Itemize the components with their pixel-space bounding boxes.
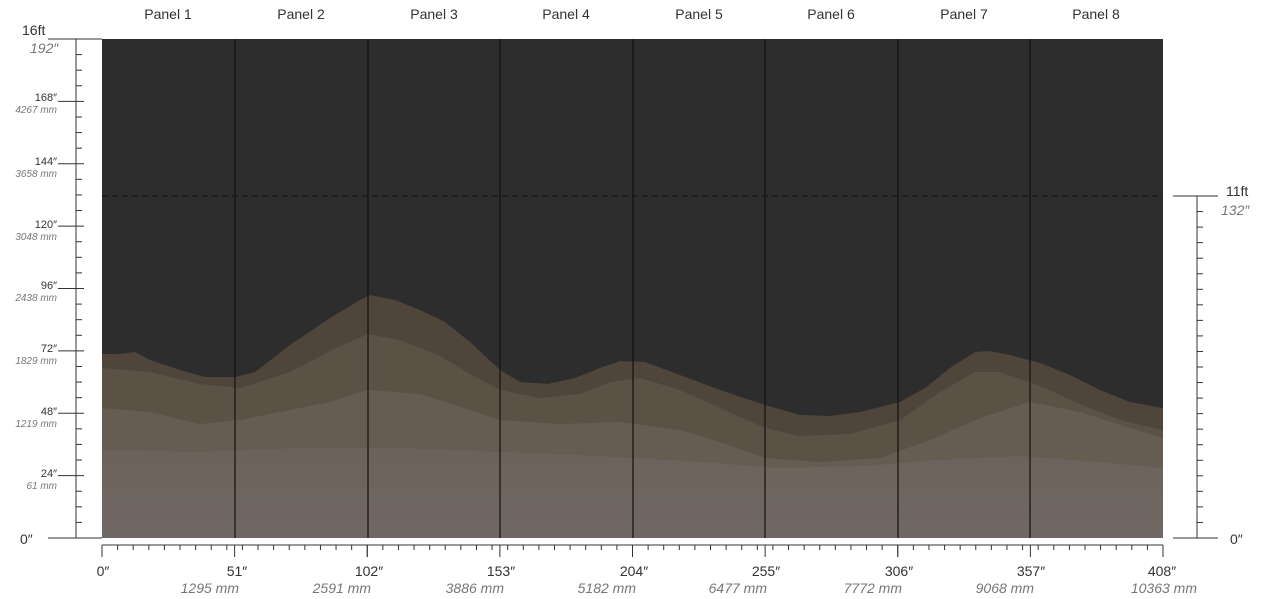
panel-label-5: Panel 5 [675, 6, 723, 22]
left-ruler-tick-in: 168″ [34, 92, 57, 104]
bottom-ruler-tick-mm: 5182 mm [577, 580, 636, 596]
left-ruler-tick-mm: 1219 mm [15, 419, 57, 430]
bottom-ruler-tick-in: 102″ [354, 563, 384, 579]
left-ruler-tick-in: 120″ [34, 219, 57, 231]
bottom-ruler-tick-in: 51″ [226, 563, 248, 579]
bottom-ruler-tick-mm: 1295 mm [180, 580, 239, 596]
left-ruler-tick-mm: 61 mm [26, 481, 57, 492]
bottom-ruler-tick-mm: 6477 mm [708, 580, 767, 596]
left-ruler-tick-mm: 3658 mm [15, 169, 57, 180]
panel-label-3: Panel 3 [410, 6, 458, 22]
left-ruler-top-in: 192″ [30, 40, 59, 56]
left-ruler-tick-mm: 1829 mm [15, 356, 57, 367]
left-ruler-tick-in: 96″ [40, 280, 57, 292]
bottom-ruler-tick-mm: 3886 mm [445, 580, 504, 596]
panel-label-6: Panel 6 [807, 6, 855, 22]
panel-label-2: Panel 2 [277, 6, 325, 22]
bottom-ruler-tick-mm: 9068 mm [975, 580, 1034, 596]
left-ruler-tick-in: 24″ [40, 468, 57, 480]
left-ruler-zero: 0″ [20, 531, 33, 547]
right-ruler-zero: 0″ [1230, 531, 1243, 547]
bottom-ruler-tick-mm: 2591 mm [312, 580, 371, 596]
bottom-ruler-tick-mm: 10363 mm [1130, 580, 1197, 596]
rulers [48, 38, 1218, 557]
panel-label-8: Panel 8 [1072, 6, 1120, 22]
right-ruler-in: 132″ [1221, 202, 1250, 218]
panel-label-4: Panel 4 [542, 6, 590, 22]
left-ruler-tick-in: 144″ [34, 156, 57, 168]
bottom-ruler-tick-mm: 7772 mm [843, 580, 902, 596]
bottom-ruler-tick-in: 255″ [751, 563, 781, 579]
left-ruler-tick-in: 72″ [40, 343, 57, 355]
bottom-ruler-tick-in: 306″ [884, 563, 914, 579]
bottom-ruler-tick-in: 153″ [486, 563, 516, 579]
panel-label-7: Panel 7 [940, 6, 988, 22]
right-ruler-ft: 11ft [1226, 183, 1249, 199]
bottom-ruler-tick-in: 357″ [1016, 563, 1046, 579]
left-ruler-top-ft: 16ft [22, 22, 46, 38]
left-ruler-tick-in: 48″ [40, 406, 57, 418]
bottom-ruler-tick-in: 408″ [1147, 563, 1177, 579]
bottom-ruler-tick-in: 204″ [619, 563, 649, 579]
left-ruler-tick-mm: 3048 mm [15, 232, 57, 243]
left-ruler-tick-mm: 4267 mm [15, 105, 57, 116]
bottom-ruler-zero: 0″ [96, 563, 110, 579]
left-ruler-tick-mm: 2438 mm [15, 293, 57, 304]
panel-label-1: Panel 1 [144, 6, 192, 22]
